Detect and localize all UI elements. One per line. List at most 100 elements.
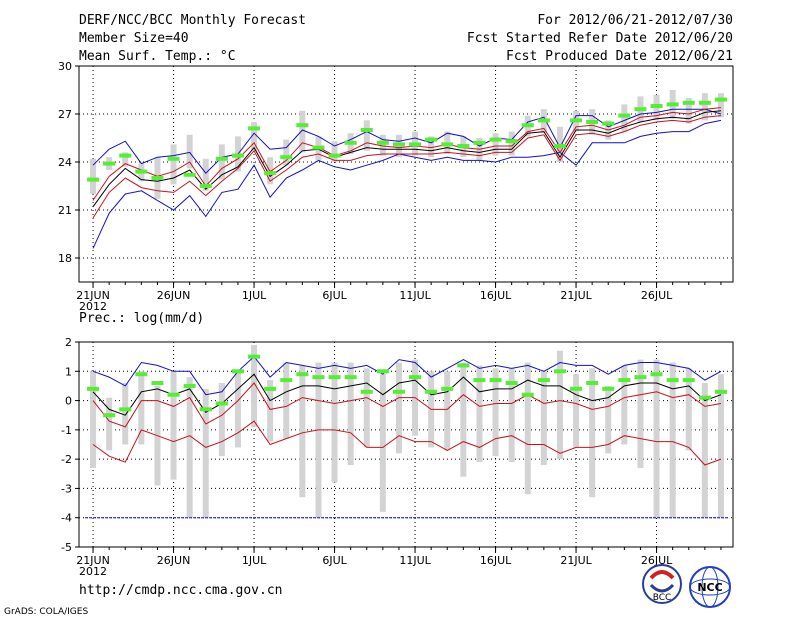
temperature-median-mark (231, 153, 244, 158)
temperature-spread-bar (701, 93, 708, 121)
precip-median-mark (103, 413, 116, 418)
temperature-plot-frame (78, 65, 734, 283)
precip-xtick-label: 21JUN (76, 554, 110, 567)
precip-spread-bar (138, 371, 145, 445)
precip-median-mark (215, 401, 228, 406)
precip-median-mark (425, 389, 438, 394)
temperature-median-mark (666, 102, 679, 107)
precip-spread-bar (524, 362, 531, 495)
temperature-ytick-label: 24 (58, 156, 72, 169)
temperature-xtick-label: 26JUL (641, 289, 673, 302)
precip-xtick-label: 11JUL (399, 554, 431, 567)
temperature-spread-bar (621, 104, 628, 132)
precip-median-mark (586, 381, 599, 385)
precip-spread-bar (363, 368, 370, 448)
temperature-xtick-label: 1JUL (242, 289, 267, 302)
temperature-median-mark (183, 172, 196, 177)
temperature-max-line (92, 119, 722, 249)
precip-spread-bar (476, 365, 483, 463)
temperature-median-mark (602, 121, 615, 126)
precip-spread-bar (315, 362, 322, 518)
header-member-size: Member Size=40 (79, 31, 189, 46)
precip-year-label: 2012 (79, 565, 107, 578)
precip-median-mark (650, 372, 663, 377)
precip-median-mark (248, 354, 261, 359)
precip-median-mark (167, 392, 180, 397)
precip-median-mark (296, 372, 309, 377)
temperature-spread-bar (202, 158, 209, 191)
precip-spread-bar (653, 359, 660, 518)
precip-min-line (92, 420, 722, 466)
precip-median-mark (489, 378, 502, 383)
temperature-median-mark (457, 144, 470, 148)
precip-spread-bar (267, 380, 274, 442)
temperature-median-mark (312, 145, 325, 150)
precip-spread-bar (347, 362, 354, 465)
temperature-median-mark (521, 123, 534, 128)
temperature-median-mark (376, 140, 389, 145)
precip-median-mark (376, 369, 389, 374)
header-title: DERF/NCC/BCC Monthly Forecast (79, 13, 306, 28)
temperature-median-mark (344, 140, 357, 145)
temperature-ytick-label: 18 (58, 252, 72, 265)
temperature-ytick-label: 27 (58, 108, 72, 121)
precip-spread-bar (218, 383, 225, 457)
precip-xtick-label: 6JUL (322, 554, 347, 567)
precip-median-mark (682, 378, 695, 383)
precip-xtick-label: 1JUL (242, 554, 267, 567)
precip-spread-bar (669, 362, 676, 518)
precip-spread-bar (540, 371, 547, 465)
temperature-median-mark (264, 171, 277, 176)
precip-spread-bar (460, 362, 467, 477)
ncc-logo-text: NCC (697, 581, 722, 594)
precip-spread-bar (573, 374, 580, 448)
temperature-spread-bar (492, 133, 499, 156)
temperature-median-mark (199, 184, 212, 188)
temperature-median-mark (682, 100, 695, 105)
temperature-median-mark (215, 156, 228, 161)
precip-median-mark (634, 375, 647, 380)
precip-median-mark (457, 363, 470, 368)
bcc-logo-text: BCC (653, 593, 672, 603)
precip-spread-bar (605, 385, 612, 454)
precip-spread-bar (299, 365, 306, 498)
temperature-median-mark (328, 153, 341, 158)
temperature-spread-bar (428, 136, 435, 158)
temperature-median-mark (151, 176, 164, 180)
temperature-ytick-label: 30 (58, 60, 72, 73)
precip-median-mark (312, 375, 325, 380)
precip-spread-bar (202, 388, 209, 518)
precip-median-mark (553, 369, 566, 374)
temperature-spread-bar (186, 134, 193, 169)
precip-ytick-label: 2 (65, 336, 72, 349)
precip-ytick-label: 0 (65, 395, 72, 408)
header-start-date: Fcst Started Refer Date 2012/06/20 (467, 31, 733, 46)
precip-ytick-label: -2 (61, 453, 72, 466)
temperature-median-mark (280, 155, 293, 160)
precip-median-mark (441, 386, 454, 391)
precip-ytick-label: -3 (61, 482, 72, 495)
temperature-spread-bar (685, 98, 692, 124)
temperature-median-mark (103, 161, 116, 166)
precip-spread-bar (170, 371, 177, 480)
temperature-spread-bar (331, 141, 338, 162)
temperature-median-mark (505, 139, 518, 144)
temperature-median-mark (714, 97, 727, 102)
header-produced-date: Fcst Produced Date 2012/06/21 (506, 49, 733, 64)
precip-median-mark (280, 378, 293, 383)
temperature-p25-line (92, 115, 722, 219)
precip-median-mark (199, 407, 212, 412)
temperature-median-mark (634, 107, 647, 112)
precip-median-mark (328, 375, 341, 380)
temperature-spread-bar (90, 158, 97, 194)
precip-spread-bar (701, 383, 708, 518)
header-variable: Mean Surf. Temp.: °C (79, 49, 236, 64)
precip-spread-bar (717, 374, 724, 518)
bcc-logo: BCC (642, 564, 682, 604)
precip-ytick-label: -5 (61, 541, 72, 554)
temperature-median-mark (650, 104, 663, 108)
footer-url[interactable]: http://cmdp.ncc.cma.gov.cn (79, 583, 283, 598)
temperature-xtick-label: 6JUL (322, 289, 347, 302)
precip-median-mark (537, 378, 550, 383)
precip-spread-bar (234, 371, 241, 448)
